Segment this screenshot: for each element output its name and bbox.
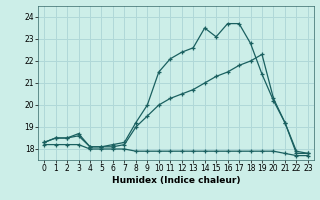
X-axis label: Humidex (Indice chaleur): Humidex (Indice chaleur) [112,176,240,185]
